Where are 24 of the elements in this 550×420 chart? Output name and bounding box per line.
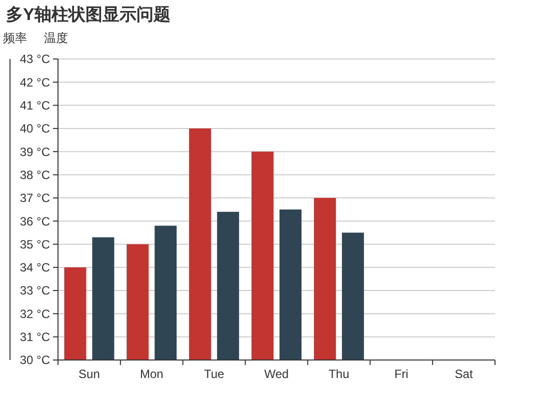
x-tick-label: Mon (140, 367, 164, 381)
y-tick-label: 32 °C (20, 306, 50, 321)
chart-title: 多Y轴柱状图显示问题 (6, 5, 170, 24)
y-tick-label: 31 °C (20, 330, 50, 344)
y-tick-label: 38 °C (20, 168, 50, 182)
y-axis-title: 温度 (44, 31, 68, 45)
x-tick-label: Tue (204, 367, 225, 381)
x-tick-label: Wed (264, 367, 289, 381)
y-tick-label: 35 °C (20, 237, 50, 252)
x-tick-label: Sat (454, 367, 474, 381)
y-tick-label: 40 °C (20, 122, 50, 136)
y-tick-label: 37 °C (20, 191, 50, 206)
x-tick-label: Fri (394, 367, 408, 381)
y-tick-label: 33 °C (20, 284, 50, 298)
y-tick-label: 43 °C (20, 52, 50, 66)
x-tick-label: Sun (78, 367, 100, 381)
y-tick-label: 36 °C (20, 214, 50, 228)
y-tick-label: 39 °C (20, 144, 50, 159)
y2-axis-title: 频率 (3, 31, 27, 45)
x-tick-label: Thu (328, 367, 350, 381)
y-tick-label: 30 °C (20, 353, 50, 368)
y-tick-label: 42 °C (20, 75, 50, 90)
y-tick-label: 41 °C (20, 98, 50, 113)
y-tick-label: 34 °C (20, 260, 50, 275)
